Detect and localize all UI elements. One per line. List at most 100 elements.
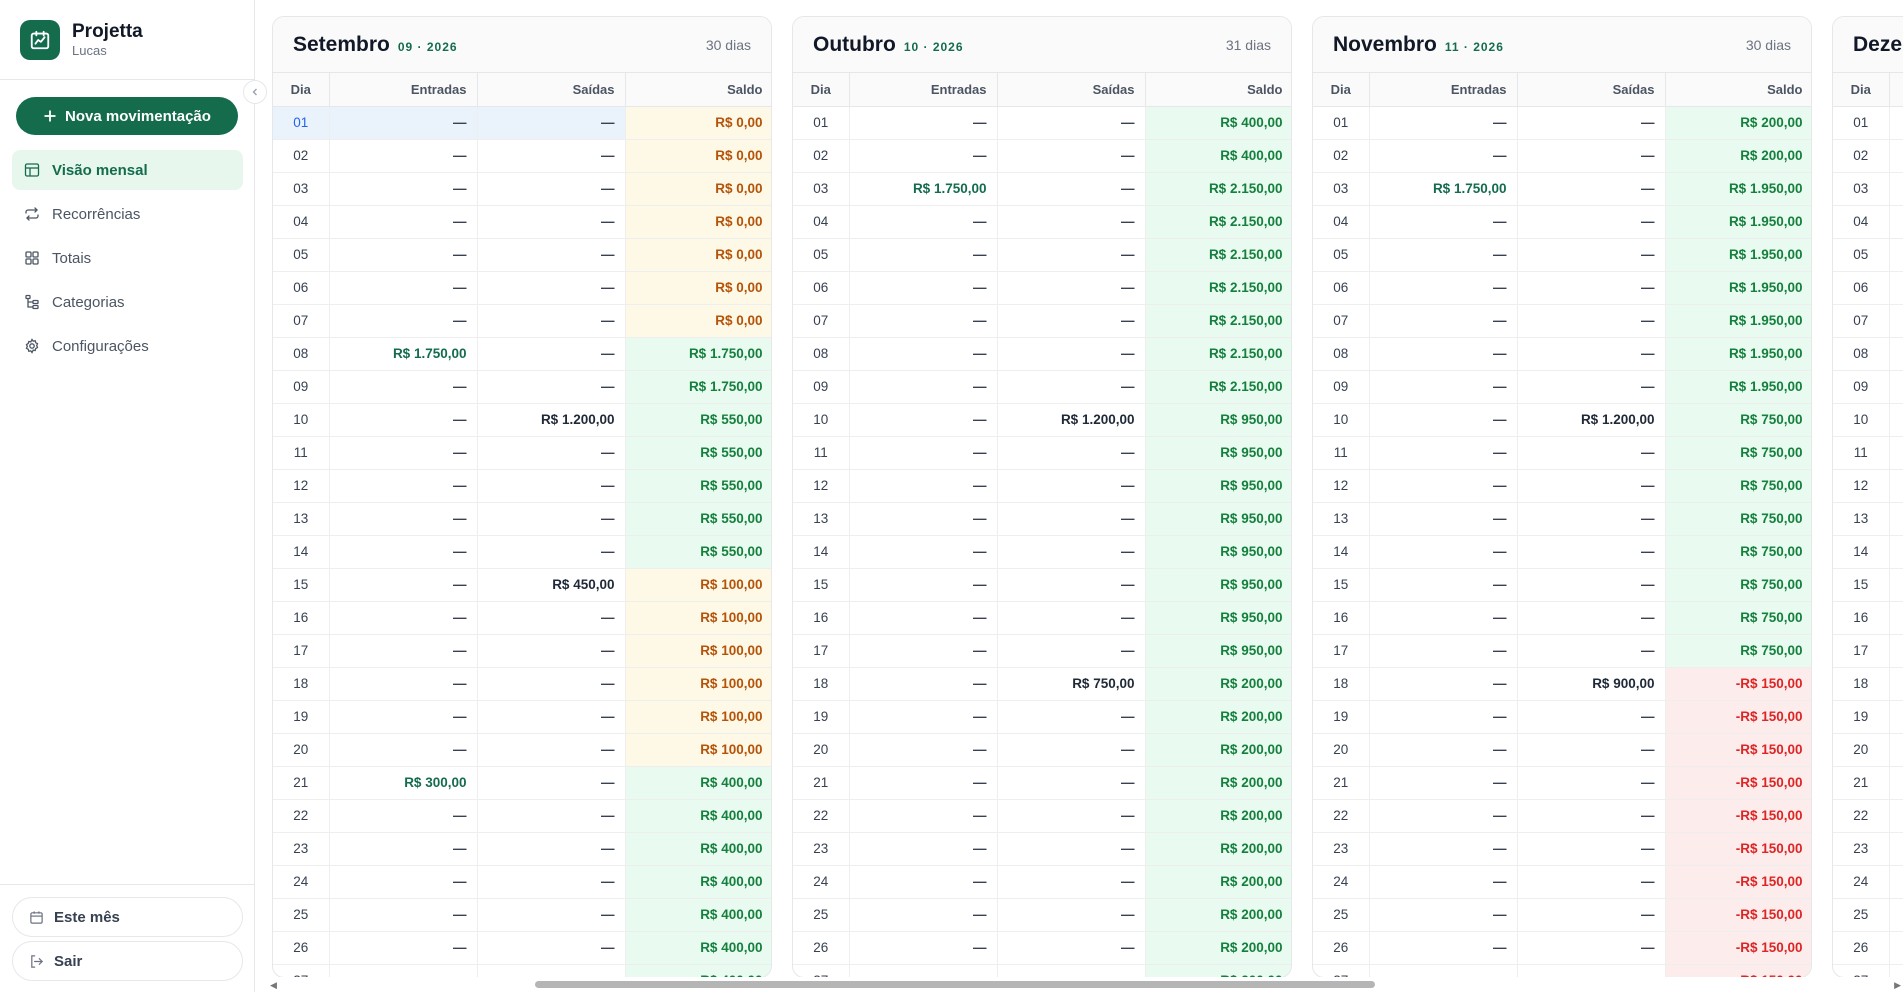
income-cell[interactable]: — xyxy=(329,403,478,437)
income-cell[interactable] xyxy=(1889,964,1903,977)
column-header-balance[interactable]: Saldo xyxy=(1145,73,1291,107)
table-row[interactable]: 03 R$ 1.750,00— R$ 2.150,00 xyxy=(793,172,1291,206)
expense-cell[interactable]: — xyxy=(477,502,626,536)
income-cell[interactable] xyxy=(1889,799,1903,833)
income-cell[interactable]: — xyxy=(329,304,478,338)
table-row[interactable]: 11 xyxy=(1833,436,1903,470)
table-row[interactable]: 22— — R$ 400,00 xyxy=(273,799,771,833)
table-row[interactable]: 03— — R$ 0,00 xyxy=(273,172,771,206)
expense-cell[interactable]: — xyxy=(477,700,626,734)
table-row[interactable]: 23— — R$ 400,00 xyxy=(273,832,771,866)
table-row[interactable]: 24 xyxy=(1833,865,1903,899)
table-row[interactable]: 15— — R$ 950,00 xyxy=(793,568,1291,602)
income-cell[interactable]: — xyxy=(1369,370,1518,404)
table-row[interactable]: 24— — R$ 400,00 xyxy=(273,865,771,899)
table-row[interactable]: 02— — R$ 400,00 xyxy=(793,139,1291,173)
table-row[interactable]: 22— — R$ 200,00 xyxy=(793,799,1291,833)
expense-cell[interactable]: — xyxy=(1517,766,1666,800)
expense-cell[interactable]: — xyxy=(1517,502,1666,536)
income-cell[interactable]: — xyxy=(1369,469,1518,503)
expense-cell[interactable]: — xyxy=(997,337,1146,371)
table-row[interactable]: 16 xyxy=(1833,601,1903,635)
table-row[interactable]: 11— — R$ 950,00 xyxy=(793,436,1291,470)
table-row[interactable]: 08 R$ 1.750,00— R$ 1.750,00 xyxy=(273,337,771,371)
expense-cell[interactable]: — xyxy=(1517,568,1666,602)
income-cell[interactable]: — xyxy=(849,436,998,470)
table-row[interactable]: 13— — R$ 550,00 xyxy=(273,502,771,536)
table-row[interactable]: 09— — R$ 1.750,00 xyxy=(273,370,771,404)
expense-cell[interactable]: R$ 1.200,00 xyxy=(997,403,1146,437)
table-row[interactable]: 04— — R$ 0,00 xyxy=(273,205,771,239)
income-cell[interactable] xyxy=(1889,172,1903,206)
income-cell[interactable]: R$ 300,00 xyxy=(329,766,478,800)
sidebar-item-categorias[interactable]: Categorias xyxy=(12,282,243,322)
table-row[interactable]: 11— — R$ 550,00 xyxy=(273,436,771,470)
income-cell[interactable]: — xyxy=(849,304,998,338)
table-row[interactable]: 06 xyxy=(1833,271,1903,305)
table-row[interactable]: 17 xyxy=(1833,634,1903,668)
income-cell[interactable]: — xyxy=(329,436,478,470)
table-row[interactable]: 27——-R$ 150,00 xyxy=(1313,964,1811,977)
table-row[interactable]: 06— — R$ 0,00 xyxy=(273,271,771,305)
table-row[interactable]: 15 xyxy=(1833,568,1903,602)
table-row[interactable]: 20— — R$ 100,00 xyxy=(273,733,771,767)
income-cell[interactable]: — xyxy=(1369,106,1518,140)
income-cell[interactable]: — xyxy=(849,139,998,173)
expense-cell[interactable]: — xyxy=(997,898,1146,932)
income-cell[interactable]: — xyxy=(329,502,478,536)
expense-cell[interactable]: — xyxy=(1517,832,1666,866)
table-row[interactable]: 09— — R$ 1.950,00 xyxy=(1313,370,1811,404)
expense-cell[interactable]: — xyxy=(477,139,626,173)
expense-cell[interactable]: — xyxy=(477,931,626,965)
table-row[interactable]: 07— — R$ 0,00 xyxy=(273,304,771,338)
table-row[interactable]: 15— — R$ 750,00 xyxy=(1313,568,1811,602)
sidebar-item-visao-mensal[interactable]: Visão mensal xyxy=(12,150,243,190)
table-row[interactable]: 05 xyxy=(1833,238,1903,272)
income-cell[interactable]: — xyxy=(1369,502,1518,536)
column-header-out[interactable]: Saídas xyxy=(1517,73,1666,107)
table-row[interactable]: 01— — R$ 400,00 xyxy=(793,106,1291,140)
table-row[interactable]: 18— R$ 900,00 -R$ 150,00 xyxy=(1313,667,1811,701)
expense-cell[interactable]: R$ 1.200,00 xyxy=(1517,403,1666,437)
table-row[interactable]: 11— — R$ 750,00 xyxy=(1313,436,1811,470)
income-cell[interactable]: — xyxy=(1369,799,1518,833)
income-cell[interactable]: — xyxy=(329,634,478,668)
table-row[interactable]: 08 xyxy=(1833,337,1903,371)
income-cell[interactable] xyxy=(1889,865,1903,899)
expense-cell[interactable]: — xyxy=(997,502,1146,536)
income-cell[interactable]: — xyxy=(849,634,998,668)
logout-button[interactable]: Sair xyxy=(12,941,243,981)
income-cell[interactable]: — xyxy=(849,799,998,833)
income-cell[interactable] xyxy=(1889,766,1903,800)
table-row[interactable]: 10— R$ 1.200,00 R$ 550,00 xyxy=(273,403,771,437)
table-row[interactable]: 09— — R$ 2.150,00 xyxy=(793,370,1291,404)
income-cell[interactable]: — xyxy=(1369,898,1518,932)
expense-cell[interactable]: — xyxy=(1517,337,1666,371)
table-row[interactable]: 01 xyxy=(1833,106,1903,140)
income-cell[interactable]: — xyxy=(1369,766,1518,800)
table-row[interactable]: 16— — R$ 100,00 xyxy=(273,601,771,635)
table-row[interactable]: 14— — R$ 950,00 xyxy=(793,535,1291,569)
income-cell[interactable]: — xyxy=(849,502,998,536)
income-cell[interactable]: — xyxy=(1369,271,1518,305)
table-row[interactable]: 12— — R$ 550,00 xyxy=(273,469,771,503)
income-cell[interactable]: — xyxy=(1369,139,1518,173)
income-cell[interactable]: R$ 1.750,00 xyxy=(329,337,478,371)
table-row[interactable]: 04— — R$ 2.150,00 xyxy=(793,205,1291,239)
table-row[interactable]: 24— — R$ 200,00 xyxy=(793,865,1291,899)
expense-cell[interactable]: — xyxy=(1517,865,1666,899)
column-header-balance[interactable]: Saldo xyxy=(1665,73,1811,107)
expense-cell[interactable]: — xyxy=(997,700,1146,734)
income-cell[interactable]: — xyxy=(1369,535,1518,569)
table-row[interactable]: 19— — R$ 100,00 xyxy=(273,700,771,734)
expense-cell[interactable]: — xyxy=(1517,238,1666,272)
income-cell[interactable]: — xyxy=(329,106,478,140)
income-cell[interactable]: — xyxy=(1369,931,1518,965)
expense-cell[interactable]: — xyxy=(997,535,1146,569)
table-row[interactable]: 08— — R$ 1.950,00 xyxy=(1313,337,1811,371)
expense-cell[interactable]: R$ 1.200,00 xyxy=(477,403,626,437)
income-cell[interactable]: — xyxy=(1369,634,1518,668)
expense-cell[interactable]: — xyxy=(477,172,626,206)
table-row[interactable]: 16— — R$ 950,00 xyxy=(793,601,1291,635)
income-cell[interactable]: — xyxy=(329,667,478,701)
